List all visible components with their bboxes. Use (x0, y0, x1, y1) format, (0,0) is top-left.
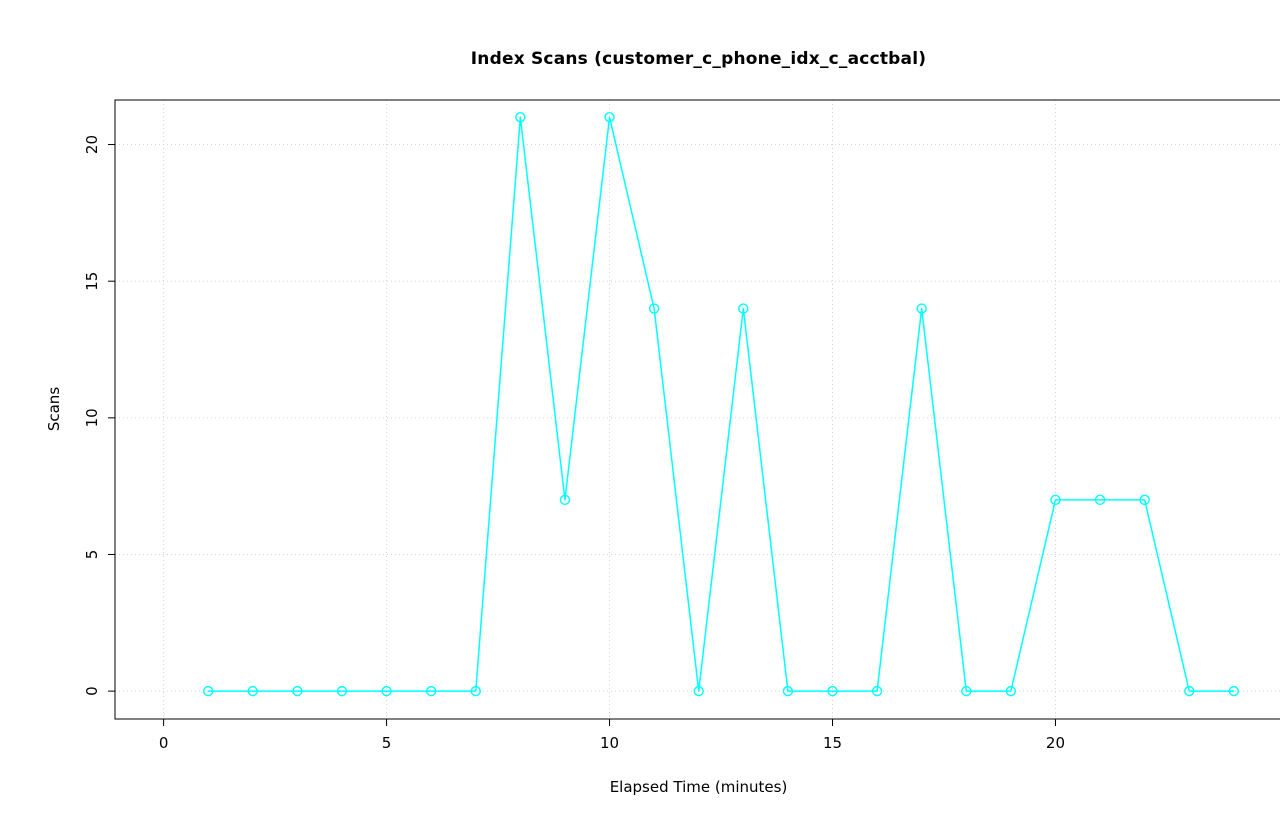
data-point (1005, 685, 1017, 697)
data-point (559, 494, 571, 506)
y-axis-label: Scans (45, 386, 63, 432)
data-point (693, 685, 704, 697)
data-point (827, 685, 838, 697)
data-point (916, 303, 927, 314)
y-tick-label: 20 (83, 135, 101, 154)
x-tick-label: 10 (600, 734, 619, 752)
data-line (207, 116, 1235, 692)
data-point (1184, 685, 1195, 697)
data-point (292, 685, 303, 697)
y-tick-label: 10 (83, 408, 101, 427)
data-point (247, 685, 258, 697)
plot-canvas: 0 5 10 15 20 0 5 10 15 20 (83, 99, 1280, 752)
data-point (738, 303, 749, 314)
y-tick-label: 15 (83, 272, 101, 291)
data-point (515, 112, 526, 123)
plot-border (114, 99, 1280, 720)
data-point (381, 685, 392, 697)
y-tick-label: 5 (83, 550, 101, 560)
chart-title: Index Scans (customer_c_phone_idx_c_acct… (470, 49, 927, 69)
data-point (1094, 494, 1106, 506)
x-axis-label: Elapsed Time (minutes) (609, 778, 788, 796)
data-point (470, 685, 481, 697)
data-point (961, 685, 972, 697)
data-point (336, 685, 348, 697)
x-tick-label: 15 (823, 734, 842, 752)
y-tick-label: 0 (83, 686, 101, 696)
data-point (1228, 685, 1240, 697)
data-point (782, 685, 794, 697)
data-point (871, 685, 883, 697)
index-scans-chart: Index Scans (customer_c_phone_idx_c_acct… (40, 16, 1280, 817)
x-tick-label: 5 (382, 734, 392, 752)
data-point (604, 112, 615, 123)
data-point (648, 303, 660, 314)
data-point (1050, 494, 1061, 506)
data-point (202, 685, 214, 697)
data-point (425, 685, 437, 697)
x-tick-label: 20 (1046, 734, 1065, 752)
data-point (1139, 494, 1150, 506)
x-tick-label: 0 (159, 734, 169, 752)
